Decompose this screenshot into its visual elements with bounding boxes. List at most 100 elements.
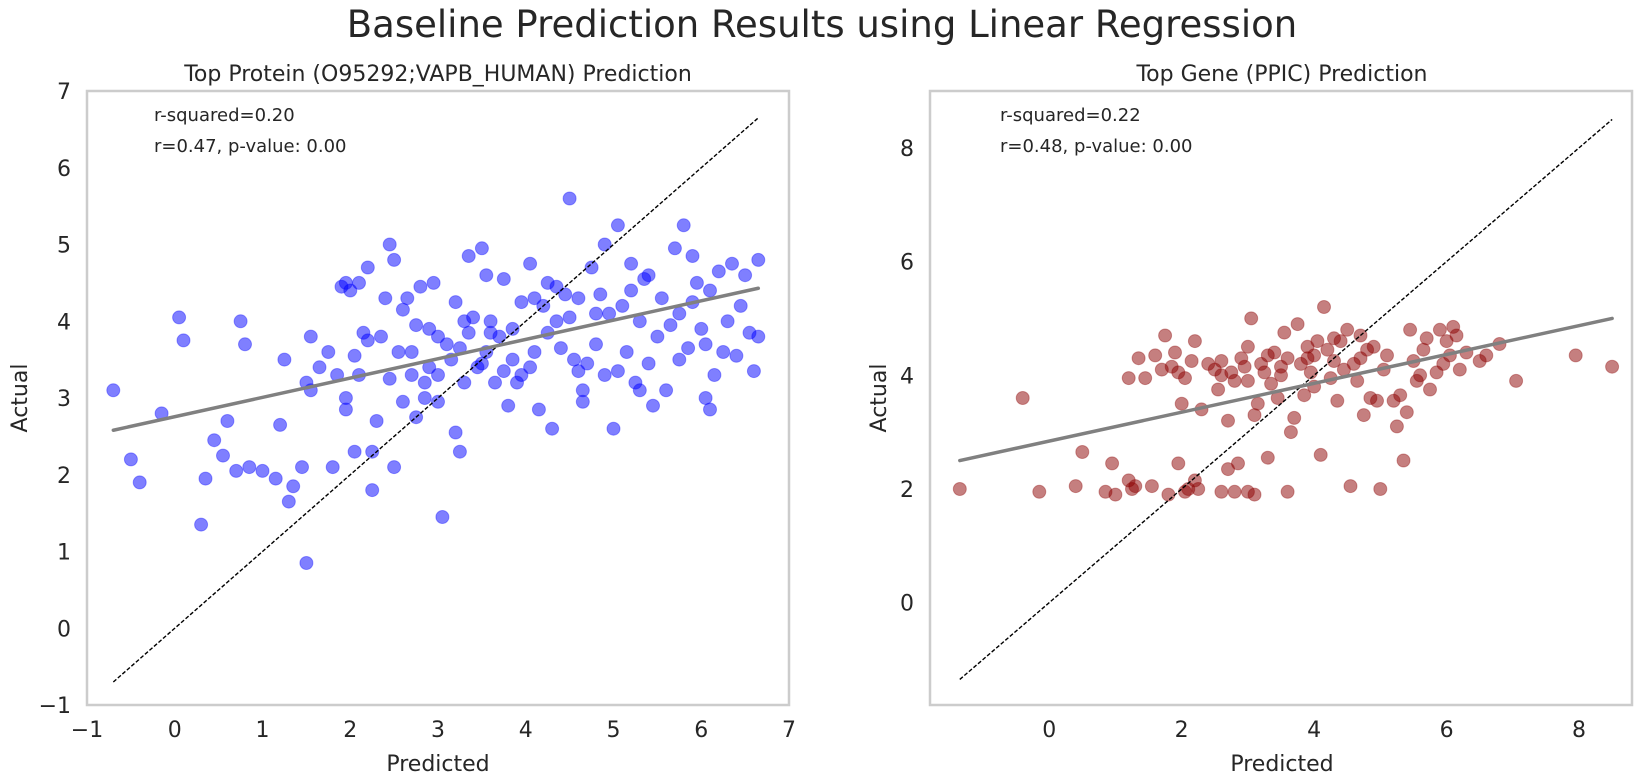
- chart-left-point: [615, 298, 630, 313]
- chart-left-point: [404, 345, 419, 359]
- chart-left-point: [496, 272, 511, 286]
- chart-left-point: [461, 325, 476, 340]
- chart-left-point: [281, 494, 296, 509]
- chart-right-point: [1250, 396, 1265, 411]
- chart-right-point: [1343, 479, 1358, 494]
- chart-left-point: [707, 368, 722, 382]
- chart-left-point: [365, 444, 380, 459]
- chart-left-point: [676, 218, 691, 233]
- chart-right-point: [1247, 487, 1262, 502]
- chart-right-point: [1320, 342, 1335, 357]
- chart-right-point: [1327, 331, 1341, 346]
- chart-left-point: [567, 352, 581, 367]
- chart-right-frame: [928, 89, 1634, 707]
- chart-left-point: [606, 421, 621, 436]
- chart-left-point: [514, 295, 529, 310]
- chart-left-xtick-label: 6: [694, 718, 708, 743]
- chart-left-point: [338, 391, 353, 405]
- chart-right-xticks: 0 2 4 6 8: [1042, 718, 1586, 743]
- chart-left-point: [689, 275, 704, 290]
- chart-left-point: [422, 321, 437, 336]
- chart-left-point: [382, 371, 397, 386]
- chart-right-point: [1317, 300, 1331, 314]
- chart-left-point: [562, 191, 577, 206]
- chart-left-point: [303, 329, 318, 344]
- chart-left-point: [382, 237, 397, 252]
- chart-right-annotation-r: r=0.48, p-value: 0.00: [1000, 136, 1192, 157]
- chart-right-point: [1174, 396, 1189, 411]
- chart-left-point: [172, 310, 187, 325]
- chart-right-point: [1413, 368, 1428, 383]
- chart-left-point: [343, 283, 358, 298]
- chart-right-marks: [952, 118, 1620, 680]
- chart-right-ytick-label: 6: [900, 251, 914, 276]
- chart-right-point: [1168, 345, 1182, 360]
- chart-left-point: [549, 314, 564, 329]
- chart-right-point: [1287, 410, 1302, 425]
- chart-left-point: [461, 249, 476, 263]
- chart-left-point: [413, 279, 428, 294]
- chart-left-ytick-label: 3: [57, 387, 71, 412]
- chart-right-point: [1264, 376, 1279, 391]
- chart-right-point: [1439, 334, 1454, 349]
- chart-left-point: [207, 433, 222, 448]
- chart-right-xtick-label: 2: [1175, 718, 1189, 743]
- chart-right-point: [1370, 393, 1384, 408]
- chart-left-point: [527, 345, 542, 359]
- chart-right-point: [1221, 413, 1235, 428]
- chart-left-point: [523, 360, 538, 375]
- chart-left-identity-line: [112, 117, 759, 683]
- chart-left-point: [698, 391, 713, 405]
- chart-left-ylabel: Actual: [8, 364, 33, 433]
- chart-left-point: [286, 479, 301, 494]
- chart-left-point: [667, 241, 682, 256]
- chart-right-point: [1244, 311, 1259, 326]
- chart-right-point: [1419, 331, 1434, 346]
- chart-left-ytick-label: 0: [57, 617, 71, 642]
- chart-right-point: [1432, 322, 1447, 337]
- chart-left-point: [448, 295, 463, 310]
- chart-left-point: [624, 283, 639, 298]
- chart-right-point: [1131, 351, 1146, 366]
- chart-right-point: [1403, 322, 1418, 337]
- figure-suptitle: Baseline Prediction Results using Linear…: [347, 3, 1297, 46]
- chart-left-point: [571, 291, 586, 306]
- chart-left: Top Protein (O95292;VAPB_HUMAN) Predicti…: [8, 62, 796, 777]
- chart-left-point: [369, 414, 384, 428]
- chart-right-point: [1389, 419, 1404, 434]
- chart-right-point: [1144, 479, 1159, 494]
- chart-right-xtick-label: 8: [1572, 718, 1586, 743]
- chart-right-point: [1214, 354, 1229, 368]
- chart-left-point: [505, 321, 520, 336]
- chart-right-point: [1154, 362, 1169, 377]
- chart-left-ytick-label: −1: [39, 694, 71, 719]
- chart-left-point: [378, 291, 393, 306]
- chart-right-point: [1290, 317, 1305, 332]
- chart-right-point: [1356, 408, 1371, 423]
- chart-right-point: [1303, 365, 1318, 380]
- chart-right-point: [1423, 382, 1437, 397]
- chart-right-point: [1568, 348, 1583, 363]
- chart-left-point: [610, 364, 625, 379]
- chart-right-point: [1366, 339, 1381, 354]
- chart-left-point: [479, 268, 494, 283]
- chart-left-point: [312, 360, 327, 375]
- chart-left-point: [523, 256, 538, 271]
- chart-right-xtick-label: 0: [1042, 718, 1056, 743]
- chart-left-xlabel: Predicted: [386, 752, 489, 777]
- chart-left-point: [641, 268, 656, 283]
- chart-left-point: [549, 279, 564, 294]
- chart-left-point: [488, 375, 502, 390]
- chart-left-point: [720, 314, 735, 329]
- chart-left-point: [650, 329, 665, 344]
- chart-left-point: [685, 249, 700, 263]
- chart-left-ytick-label: 4: [57, 310, 71, 335]
- chart-left-annotation-r2: r-squared=0.20: [154, 105, 295, 126]
- chart-right-point: [1214, 484, 1229, 499]
- chart-right-point: [1178, 371, 1192, 386]
- chart-right-point: [1227, 484, 1242, 499]
- chart-left-point: [514, 368, 529, 382]
- chart-right-point: [1227, 373, 1242, 388]
- chart-right-xtick-label: 4: [1307, 718, 1321, 743]
- chart-right-point: [1191, 482, 1206, 496]
